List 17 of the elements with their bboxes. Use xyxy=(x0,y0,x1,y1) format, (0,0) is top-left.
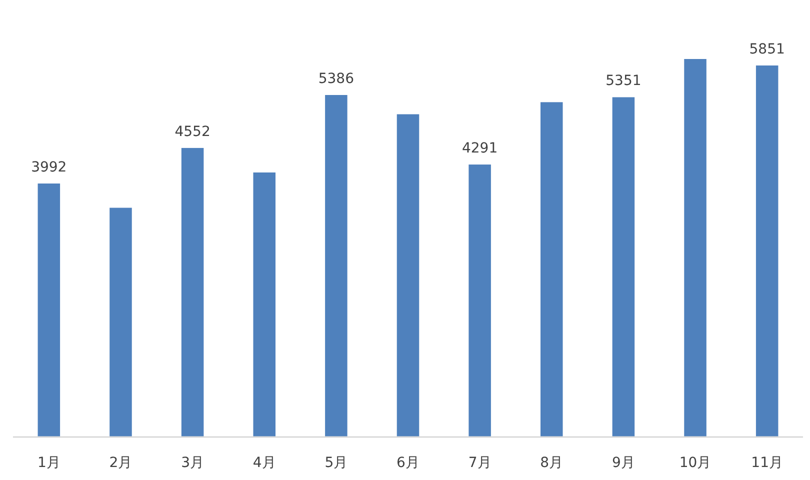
data-label: 5351 xyxy=(606,73,642,90)
x-tick-label: 4月 xyxy=(252,455,276,471)
x-tick-label: 3月 xyxy=(181,455,204,471)
data-label: 5386 xyxy=(318,71,354,88)
x-tick-label: 6月 xyxy=(396,455,420,471)
x-tick-label: 5月 xyxy=(324,455,348,471)
data-label: 4291 xyxy=(462,140,498,157)
x-tick-label: 7月 xyxy=(468,455,492,471)
x-tick-label: 1月 xyxy=(37,455,60,471)
x-tick-label: 11月 xyxy=(751,455,784,471)
x-tick-label: 8月 xyxy=(540,455,564,471)
data-label: 4552 xyxy=(174,124,210,140)
data-label: 5851 xyxy=(749,41,785,58)
x-tick-label: 2月 xyxy=(109,455,132,471)
data-label: 3992 xyxy=(31,160,67,176)
x-tick-label: 9月 xyxy=(612,455,635,471)
x-tick-label: 10月 xyxy=(679,455,712,471)
